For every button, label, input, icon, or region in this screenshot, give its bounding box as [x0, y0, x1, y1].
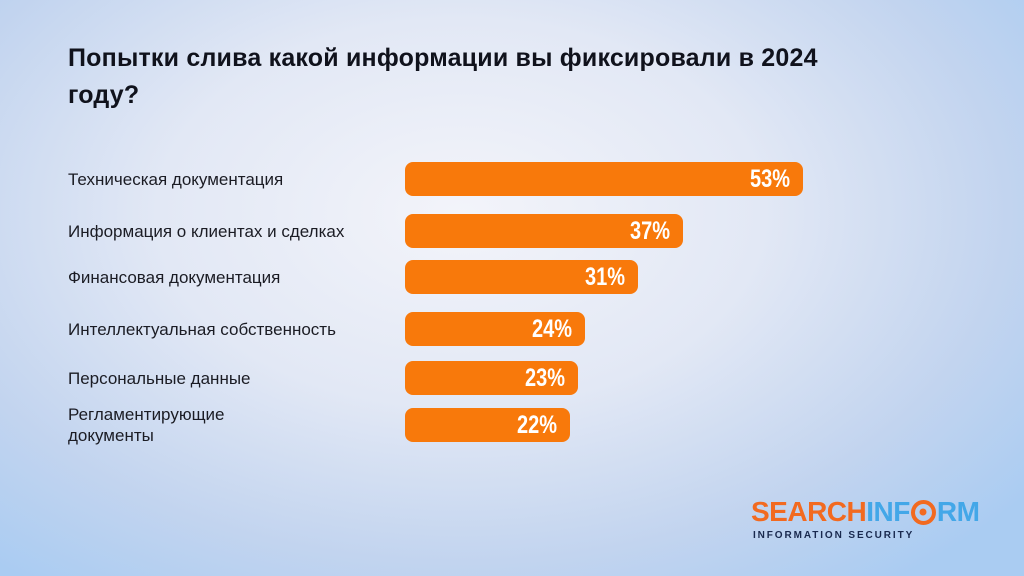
bar-chart: Техническая документация 53% Информация о …: [68, 0, 1024, 576]
category-label: Интеллектуальная собственность: [68, 319, 336, 339]
logo-tagline: INFORMATION SECURITY: [753, 530, 915, 541]
value-label: 22%: [516, 410, 557, 439]
bar: 31%: [405, 260, 638, 294]
bar: 37%: [405, 214, 683, 248]
value-label: 31%: [584, 262, 625, 291]
category-label: Информация о клиентах и сделках: [68, 221, 345, 241]
category-label: Регламентирующие документы: [68, 405, 225, 445]
chart-row: Персональные данные 23%: [68, 361, 1024, 395]
bar: 24%: [405, 312, 585, 346]
logo-wordmark: SEARCH INF RM: [751, 496, 980, 527]
chart-row: Техническая документация 53%: [68, 162, 1024, 196]
value-label: 24%: [531, 314, 572, 343]
chart-title-line1: Попытки слива какой информации вы фиксир…: [68, 44, 818, 72]
bar: 22%: [405, 408, 570, 442]
searchinform-logo: SEARCH INF RM INFORMATION SECURITY: [751, 496, 980, 542]
chart-row: Регламентирующие документы 22%: [68, 405, 1024, 445]
value-label: 37%: [629, 216, 670, 245]
value-label: 53%: [749, 164, 790, 193]
chart-row: Финансовая документация 31%: [68, 260, 1024, 294]
chart-row: Интеллектуальная собственность 24%: [68, 312, 1024, 346]
chart-title-line2: году?: [68, 81, 140, 109]
chart-title: Попытки слива какой информации вы фиксир…: [68, 40, 888, 114]
bar: 23%: [405, 361, 578, 395]
bar: 53%: [405, 162, 803, 196]
logo-text-search: SEARCH: [751, 496, 867, 527]
orange-ring-dot-icon: [910, 499, 936, 525]
category-label: Финансовая документация: [68, 267, 281, 287]
logo-text-inf: INF: [866, 496, 910, 527]
category-label: Техническая документация: [68, 169, 284, 189]
value-label: 23%: [524, 363, 565, 392]
logo-text-rm: RM: [936, 496, 980, 527]
chart-row: Информация о клиентах и сделках 37%: [68, 214, 1024, 248]
category-label: Персональные данные: [68, 368, 251, 388]
